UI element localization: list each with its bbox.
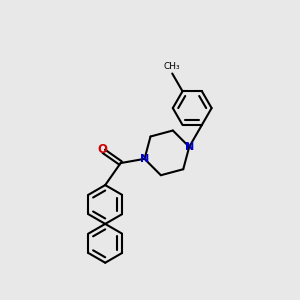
Text: N: N bbox=[184, 142, 194, 152]
Text: O: O bbox=[98, 142, 108, 156]
Text: CH₃: CH₃ bbox=[164, 61, 181, 70]
Text: N: N bbox=[140, 154, 149, 164]
